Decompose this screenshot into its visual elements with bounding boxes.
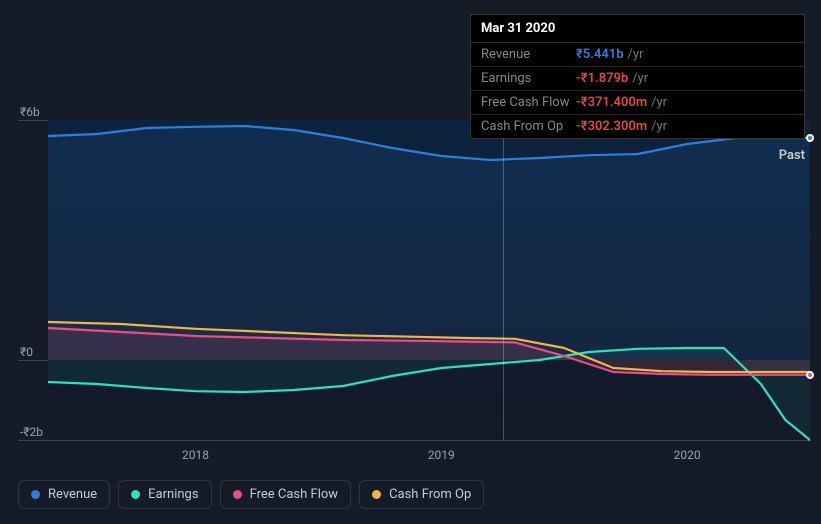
legend-item-earnings[interactable]: Earnings <box>118 480 211 509</box>
tooltip-metric-label: Free Cash Flow <box>481 95 576 110</box>
tooltip-row: Revenue₹5.441b/yr <box>471 43 804 67</box>
past-label: Past <box>779 148 805 163</box>
legend-dot-icon <box>131 490 140 499</box>
tooltip-metric-value: -₹1.879b <box>576 71 628 86</box>
legend-item-revenue[interactable]: Revenue <box>18 480 110 509</box>
legend-item-cfo[interactable]: Cash From Op <box>359 480 484 509</box>
chart-legend: Revenue Earnings Free Cash Flow Cash From O… <box>18 480 484 509</box>
tooltip-date: Mar 31 2020 <box>471 15 804 43</box>
tooltip-metric-value: -₹371.400m <box>576 95 647 110</box>
chart-tooltip: Mar 31 2020 Revenue₹5.441b/yrEarnings-₹1… <box>470 14 805 139</box>
chart-cursor-line <box>503 122 504 440</box>
tooltip-metric-label: Earnings <box>481 71 576 86</box>
tooltip-row: Earnings-₹1.879b/yr <box>471 67 804 91</box>
series-end-marker <box>806 371 814 379</box>
legend-dot-icon <box>31 490 40 499</box>
y-axis-label: ₹6b <box>20 105 40 119</box>
y-axis-label: ₹0 <box>20 345 33 359</box>
legend-item-fcf[interactable]: Free Cash Flow <box>220 480 351 509</box>
x-axis-label: 2019 <box>428 448 455 462</box>
legend-label: Free Cash Flow <box>250 487 338 502</box>
series-end-marker <box>806 134 814 142</box>
x-axis-label: 2020 <box>674 448 701 462</box>
legend-label: Cash From Op <box>389 487 471 502</box>
tooltip-metric-label: Cash From Op <box>481 119 576 134</box>
tooltip-metric-value: -₹302.300m <box>576 119 647 134</box>
tooltip-row: Free Cash Flow-₹371.400m/yr <box>471 91 804 115</box>
plot-area <box>48 120 810 442</box>
tooltip-metric-unit: /yr <box>628 47 644 62</box>
legend-dot-icon <box>233 490 242 499</box>
tooltip-metric-unit: /yr <box>651 95 667 110</box>
legend-label: Earnings <box>148 487 198 502</box>
legend-dot-icon <box>372 490 381 499</box>
y-axis-label: -₹2b <box>20 425 43 439</box>
tooltip-metric-unit: /yr <box>632 71 648 86</box>
financials-chart: Mar 31 2020 Revenue₹5.441b/yrEarnings-₹1… <box>0 0 821 524</box>
tooltip-row: Cash From Op-₹302.300m/yr <box>471 115 804 138</box>
tooltip-metric-unit: /yr <box>651 119 667 134</box>
legend-label: Revenue <box>48 487 97 502</box>
series-fill-revenue <box>48 126 810 360</box>
x-axis-label: 2018 <box>182 448 209 462</box>
tooltip-metric-value: ₹5.441b <box>576 47 624 62</box>
tooltip-metric-label: Revenue <box>481 47 576 62</box>
